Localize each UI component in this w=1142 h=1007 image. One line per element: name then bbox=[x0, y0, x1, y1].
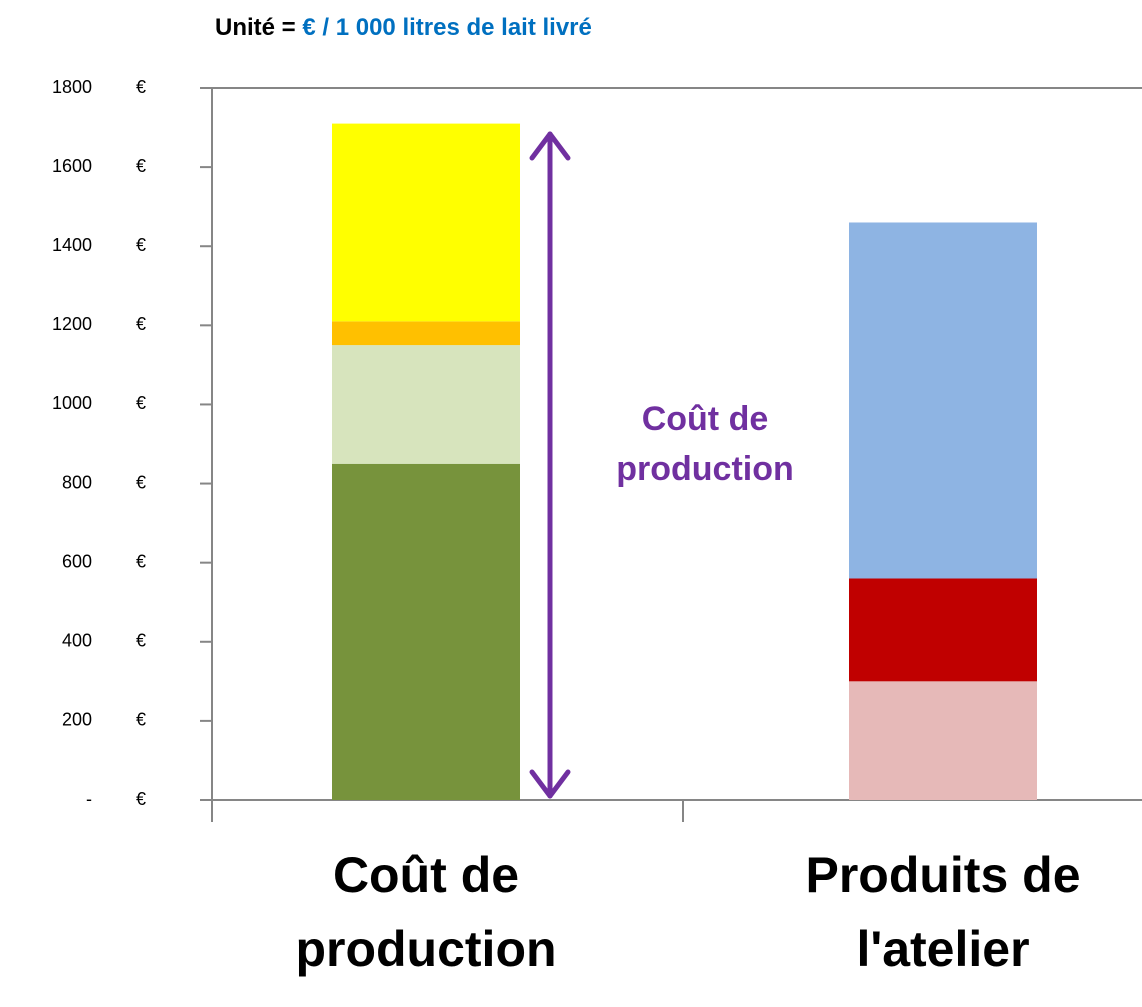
title-unit: € / 1 000 litres de lait livré bbox=[302, 14, 592, 41]
y-tick-unit: € bbox=[136, 235, 146, 255]
y-tick-unit: € bbox=[136, 710, 146, 730]
y-tick-label: 1800 bbox=[52, 77, 92, 97]
bar-segment bbox=[332, 123, 520, 322]
y-tick-label: 1200 bbox=[52, 314, 92, 334]
y-tick-unit: € bbox=[136, 156, 146, 176]
title-prefix: Unité = bbox=[215, 14, 296, 41]
chart-title: Unité = € / 1 000 litres de lait livré bbox=[215, 14, 592, 42]
bars bbox=[332, 123, 1037, 800]
y-tick-label: 1000 bbox=[52, 393, 92, 413]
y-tick-unit: € bbox=[136, 472, 146, 492]
y-tick-label: - bbox=[86, 789, 92, 809]
annotation: Coût de production bbox=[616, 400, 794, 488]
y-tick-unit: € bbox=[136, 551, 146, 571]
y-tick-unit: € bbox=[136, 314, 146, 334]
y-tick-label: 400 bbox=[62, 631, 92, 651]
bar-segment bbox=[332, 345, 520, 464]
y-tick-label: 1600 bbox=[52, 156, 92, 176]
bar-segment bbox=[849, 578, 1037, 682]
y-tick-label: 1400 bbox=[52, 235, 92, 255]
bar-segment bbox=[332, 321, 520, 346]
bar-segment bbox=[849, 222, 1037, 579]
y-tick-label: 600 bbox=[62, 551, 92, 571]
y-tick-label: 800 bbox=[62, 472, 92, 492]
y-tick-unit: € bbox=[136, 631, 146, 651]
y-tick-unit: € bbox=[136, 393, 146, 413]
x-tick-label: Produits de l'atelier bbox=[805, 847, 1081, 977]
y-tick-label: 200 bbox=[62, 710, 92, 730]
annotation-arrow bbox=[529, 131, 571, 799]
bar-segment bbox=[849, 681, 1037, 800]
y-tick-unit: € bbox=[136, 789, 146, 809]
bar-segment bbox=[332, 463, 520, 800]
x-tick-label: Coût de production bbox=[295, 847, 557, 977]
y-tick-unit: € bbox=[136, 77, 146, 97]
